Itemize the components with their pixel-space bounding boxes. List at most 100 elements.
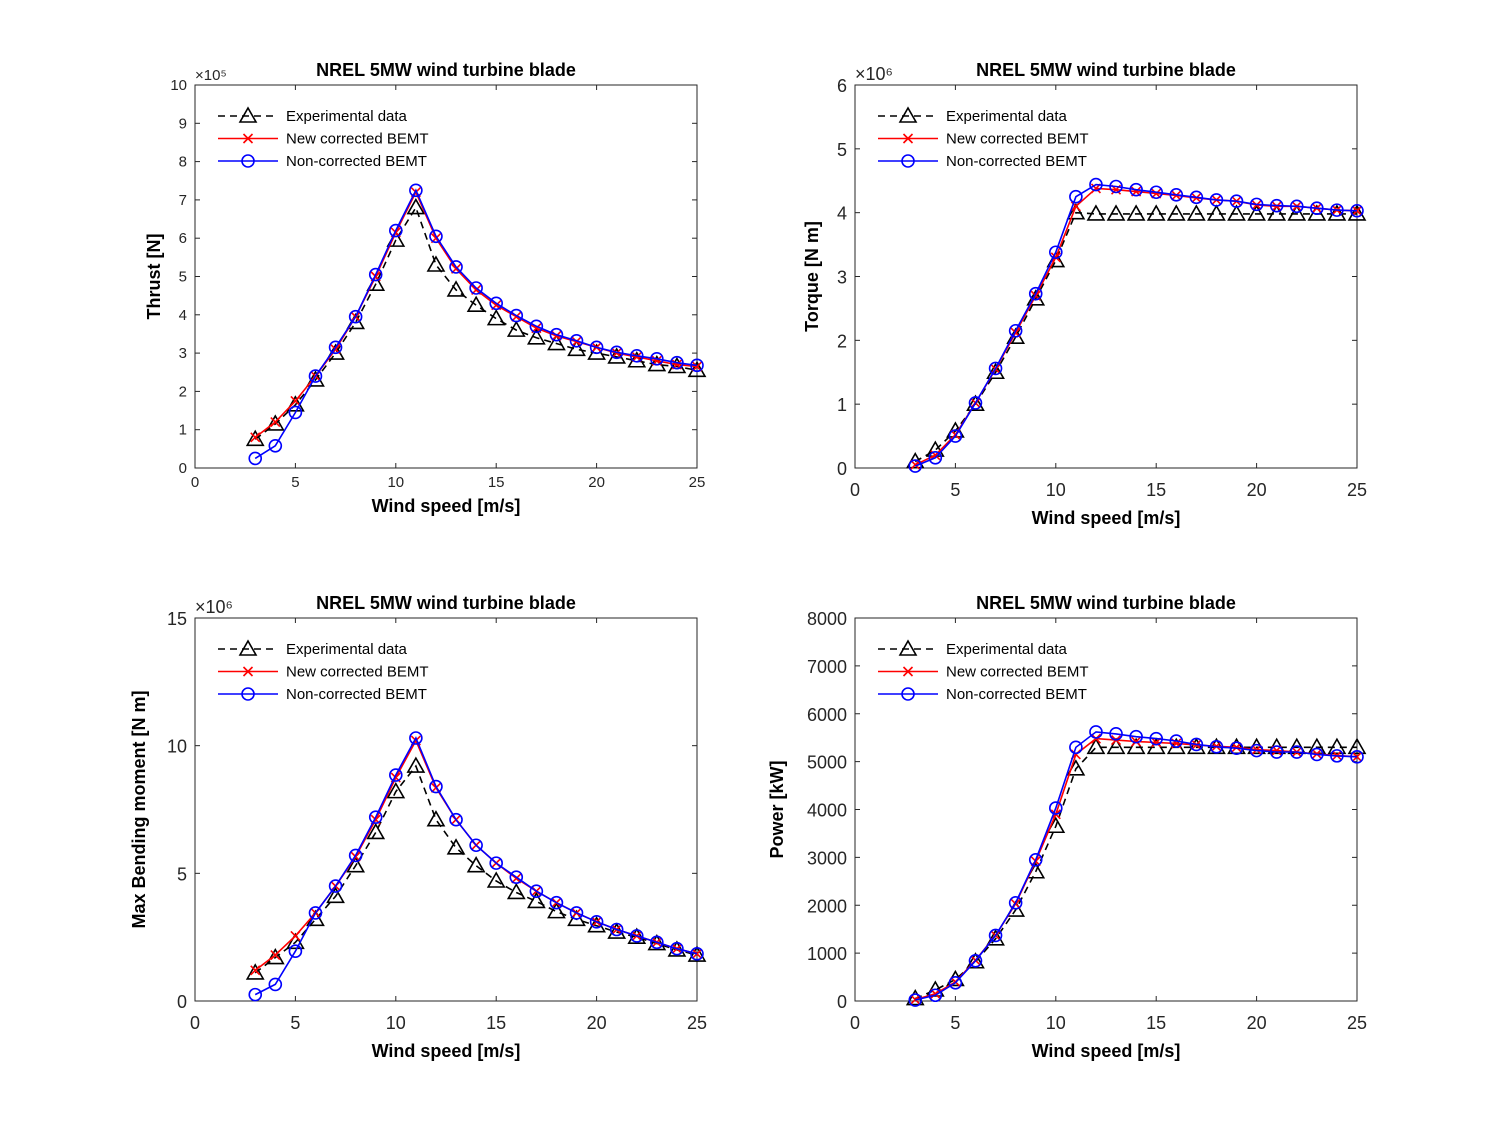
y-tick-label: 4 <box>837 204 847 224</box>
x-tick-label: 10 <box>387 474 404 491</box>
data-point <box>245 963 265 980</box>
data-point <box>489 296 504 311</box>
y-tick-label: 7000 <box>807 657 847 677</box>
data-point <box>1330 749 1344 763</box>
y-tick-label: 7 <box>179 192 187 209</box>
y-tick-label: 0 <box>179 460 187 477</box>
y-tick-label: 6000 <box>807 705 847 725</box>
x-tick-label: 25 <box>687 1013 707 1033</box>
data-point <box>569 334 584 348</box>
data-point <box>650 935 664 950</box>
data-point <box>409 183 423 198</box>
data-point <box>1350 750 1364 764</box>
legend-marker <box>898 639 918 656</box>
y-tick-label: 6 <box>837 76 847 96</box>
legend: Experimental data New corrected BEMT Non-c… <box>218 106 429 170</box>
data-point <box>346 856 366 873</box>
y-tick-label: 4 <box>179 307 187 324</box>
data-point <box>609 345 624 360</box>
data-point <box>466 295 486 313</box>
series-line <box>254 736 698 996</box>
data-point <box>486 871 506 888</box>
y-tick-label: 1 <box>179 422 187 439</box>
data-point <box>1028 286 1043 301</box>
data-point <box>627 927 647 944</box>
data-point <box>250 965 261 976</box>
data-point <box>928 988 943 1003</box>
data-point <box>629 929 644 943</box>
x-axis-label: Wind speed [m/s] <box>372 1041 521 1061</box>
data-point <box>270 416 281 428</box>
y-tick-label: 0 <box>177 992 187 1012</box>
data-point <box>348 309 363 324</box>
data-point <box>288 405 303 420</box>
data-point <box>328 340 343 355</box>
data-point <box>1166 204 1186 221</box>
data-point <box>1086 204 1106 221</box>
data-point <box>1131 736 1142 747</box>
data-point <box>429 229 443 244</box>
data-point <box>966 394 985 411</box>
data-point <box>986 929 1005 946</box>
data-point <box>469 838 483 853</box>
y-axis-label: Thrust [N] <box>144 234 164 320</box>
data-point <box>1327 204 1347 221</box>
series-3 <box>248 731 704 1002</box>
data-point <box>549 327 564 342</box>
x-tick-label: 10 <box>1046 480 1066 500</box>
y-tick-label: 6 <box>179 230 187 247</box>
x-tick-label: 20 <box>587 1013 607 1033</box>
y-tick-label: 4000 <box>807 801 847 821</box>
chart-panel-4: 0 5 10 15 20 25 0 1000 2000 3000 4000 5000 6000 7000 8… <box>767 593 1367 1061</box>
data-point <box>647 933 667 951</box>
legend-label: Non-corrected BEMT <box>286 686 427 703</box>
data-point <box>1126 204 1146 221</box>
data-point <box>1129 729 1143 744</box>
legend: Experimental data New corrected BEMT Non-c… <box>878 106 1089 170</box>
data-point <box>1209 193 1224 207</box>
data-point <box>1287 204 1307 221</box>
legend-marker <box>238 639 258 656</box>
data-point <box>1347 737 1367 755</box>
data-point <box>1169 734 1184 748</box>
data-point <box>650 352 664 366</box>
chart-panel-1: 0 5 10 15 20 25 0 1 2 3 4 5 6 7 8 9 10 ×10⁵ NREL 5MW wind … <box>144 60 707 516</box>
x-tick-label: 10 <box>1046 1013 1066 1033</box>
data-point <box>1251 744 1262 755</box>
data-point <box>687 945 707 962</box>
y-tick-label: 0 <box>837 992 847 1012</box>
data-point <box>1169 187 1184 202</box>
data-point <box>406 756 426 773</box>
data-point <box>988 928 1003 943</box>
data-point <box>308 369 323 383</box>
data-point <box>1267 204 1287 221</box>
data-point <box>250 432 261 443</box>
data-point <box>908 459 923 473</box>
y-axis-label: Power [kW] <box>767 760 787 858</box>
data-point <box>429 779 443 794</box>
y-tick-label: 0 <box>837 459 847 479</box>
data-point <box>631 351 642 362</box>
data-point <box>449 260 463 274</box>
data-point <box>1289 745 1304 759</box>
data-point <box>1089 177 1103 192</box>
data-point <box>1008 896 1023 910</box>
x-tick-label: 25 <box>1347 1013 1367 1033</box>
data-point <box>409 731 423 745</box>
legend-marker <box>901 687 915 701</box>
data-point <box>1050 252 1061 263</box>
legend-marker <box>242 133 254 144</box>
data-point <box>670 941 684 956</box>
data-point <box>968 396 983 410</box>
x-tick-label: 0 <box>190 1013 200 1033</box>
data-point <box>388 223 403 238</box>
legend-marker <box>902 133 914 144</box>
data-point <box>691 361 703 372</box>
x-tick-label: 15 <box>486 1013 506 1033</box>
data-point <box>446 280 466 297</box>
x-tick-label: 15 <box>1146 480 1166 500</box>
data-point <box>690 946 704 961</box>
y-axis-label: Torque [N m] <box>802 221 822 332</box>
y-tick-label: 8 <box>179 154 187 171</box>
data-point <box>1269 745 1284 759</box>
